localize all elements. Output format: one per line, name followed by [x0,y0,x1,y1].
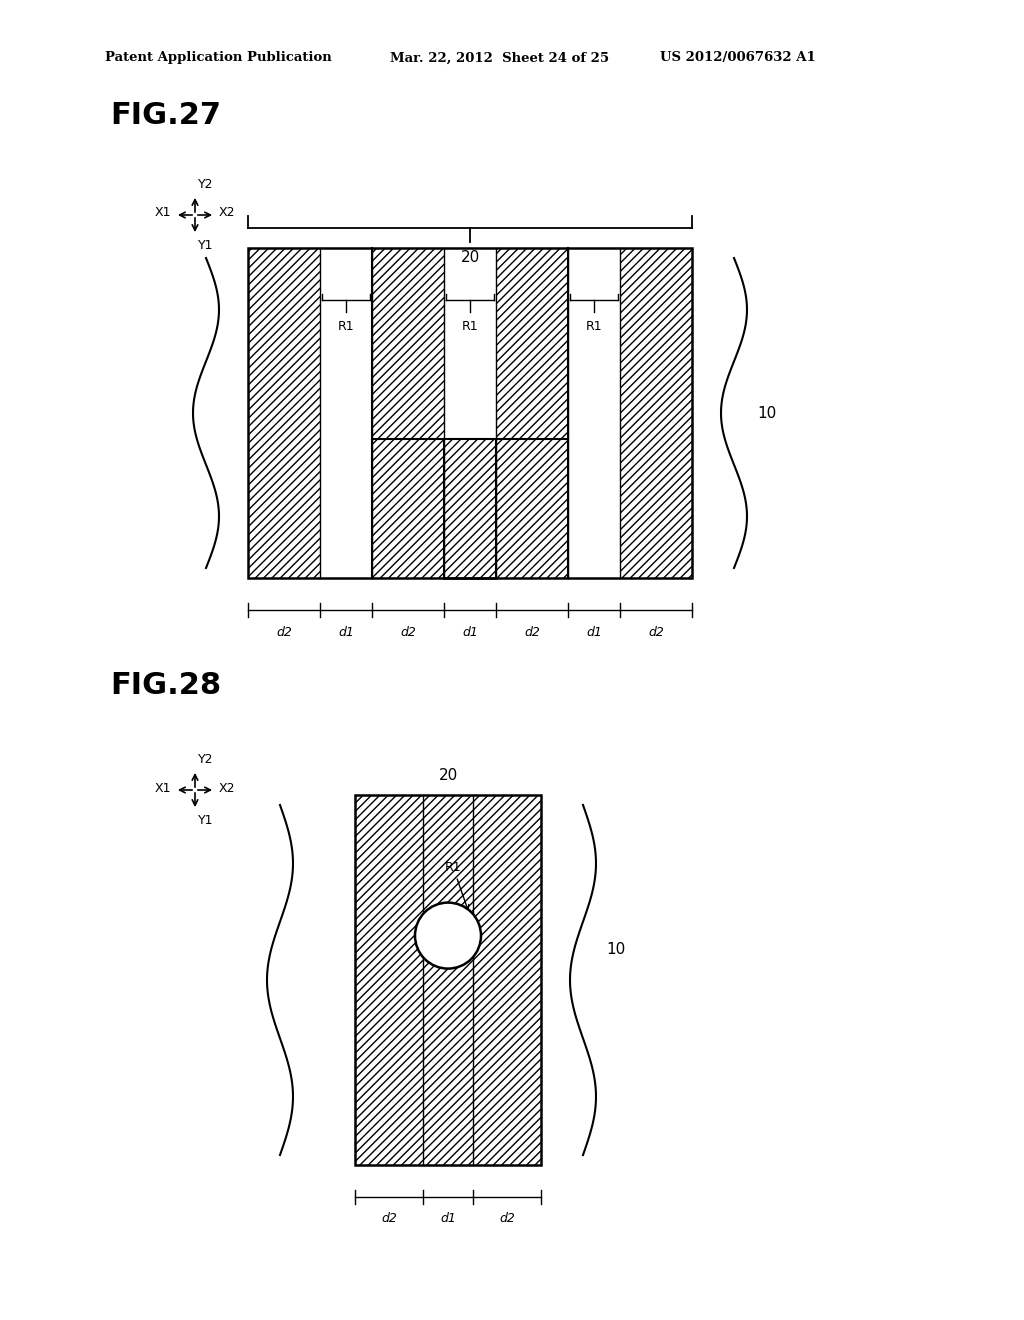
Bar [248,248,319,578]
Text: R1: R1 [444,861,469,909]
Text: d2: d2 [499,1213,515,1225]
Text: d2: d2 [524,626,540,639]
Bar [444,248,496,440]
Text: Y2: Y2 [198,178,213,191]
Text: FIG.28: FIG.28 [110,671,221,700]
Text: 10: 10 [606,942,626,957]
Text: d2: d2 [400,626,416,639]
Text: Mar. 22, 2012  Sheet 24 of 25: Mar. 22, 2012 Sheet 24 of 25 [390,51,609,65]
Text: FIG.27: FIG.27 [110,100,221,129]
Text: X2: X2 [219,206,236,219]
Text: d2: d2 [648,626,664,639]
Bar [355,795,541,1166]
Bar [496,248,568,578]
Bar [248,248,319,578]
Text: R1: R1 [338,319,354,333]
Bar [620,248,692,578]
Bar [372,248,444,578]
Text: Y1: Y1 [198,814,213,828]
Text: X2: X2 [219,781,236,795]
Text: X1: X1 [155,781,171,795]
Text: Y1: Y1 [198,239,213,252]
Text: 20: 20 [461,251,479,265]
Bar [355,795,541,1166]
Text: R1: R1 [462,319,478,333]
Text: d1: d1 [586,626,602,639]
Bar [248,248,692,578]
Text: Patent Application Publication: Patent Application Publication [105,51,332,65]
Text: d1: d1 [440,1213,456,1225]
Text: US 2012/0067632 A1: US 2012/0067632 A1 [660,51,816,65]
Bar [355,795,541,1166]
Bar [372,440,568,578]
Text: 20: 20 [438,767,458,783]
Text: d2: d2 [276,626,292,639]
Bar [496,248,568,578]
Bar [319,248,372,578]
Bar [620,248,692,578]
Text: d1: d1 [338,626,354,639]
Text: d1: d1 [462,626,478,639]
Bar [372,248,444,578]
Text: X1: X1 [155,206,171,219]
Text: 10: 10 [757,405,776,421]
Text: d2: d2 [381,1213,397,1225]
Text: R1: R1 [586,319,602,333]
Bar [568,248,620,578]
Text: Y2: Y2 [198,752,213,766]
Bar [372,440,568,578]
Circle shape [415,903,481,969]
